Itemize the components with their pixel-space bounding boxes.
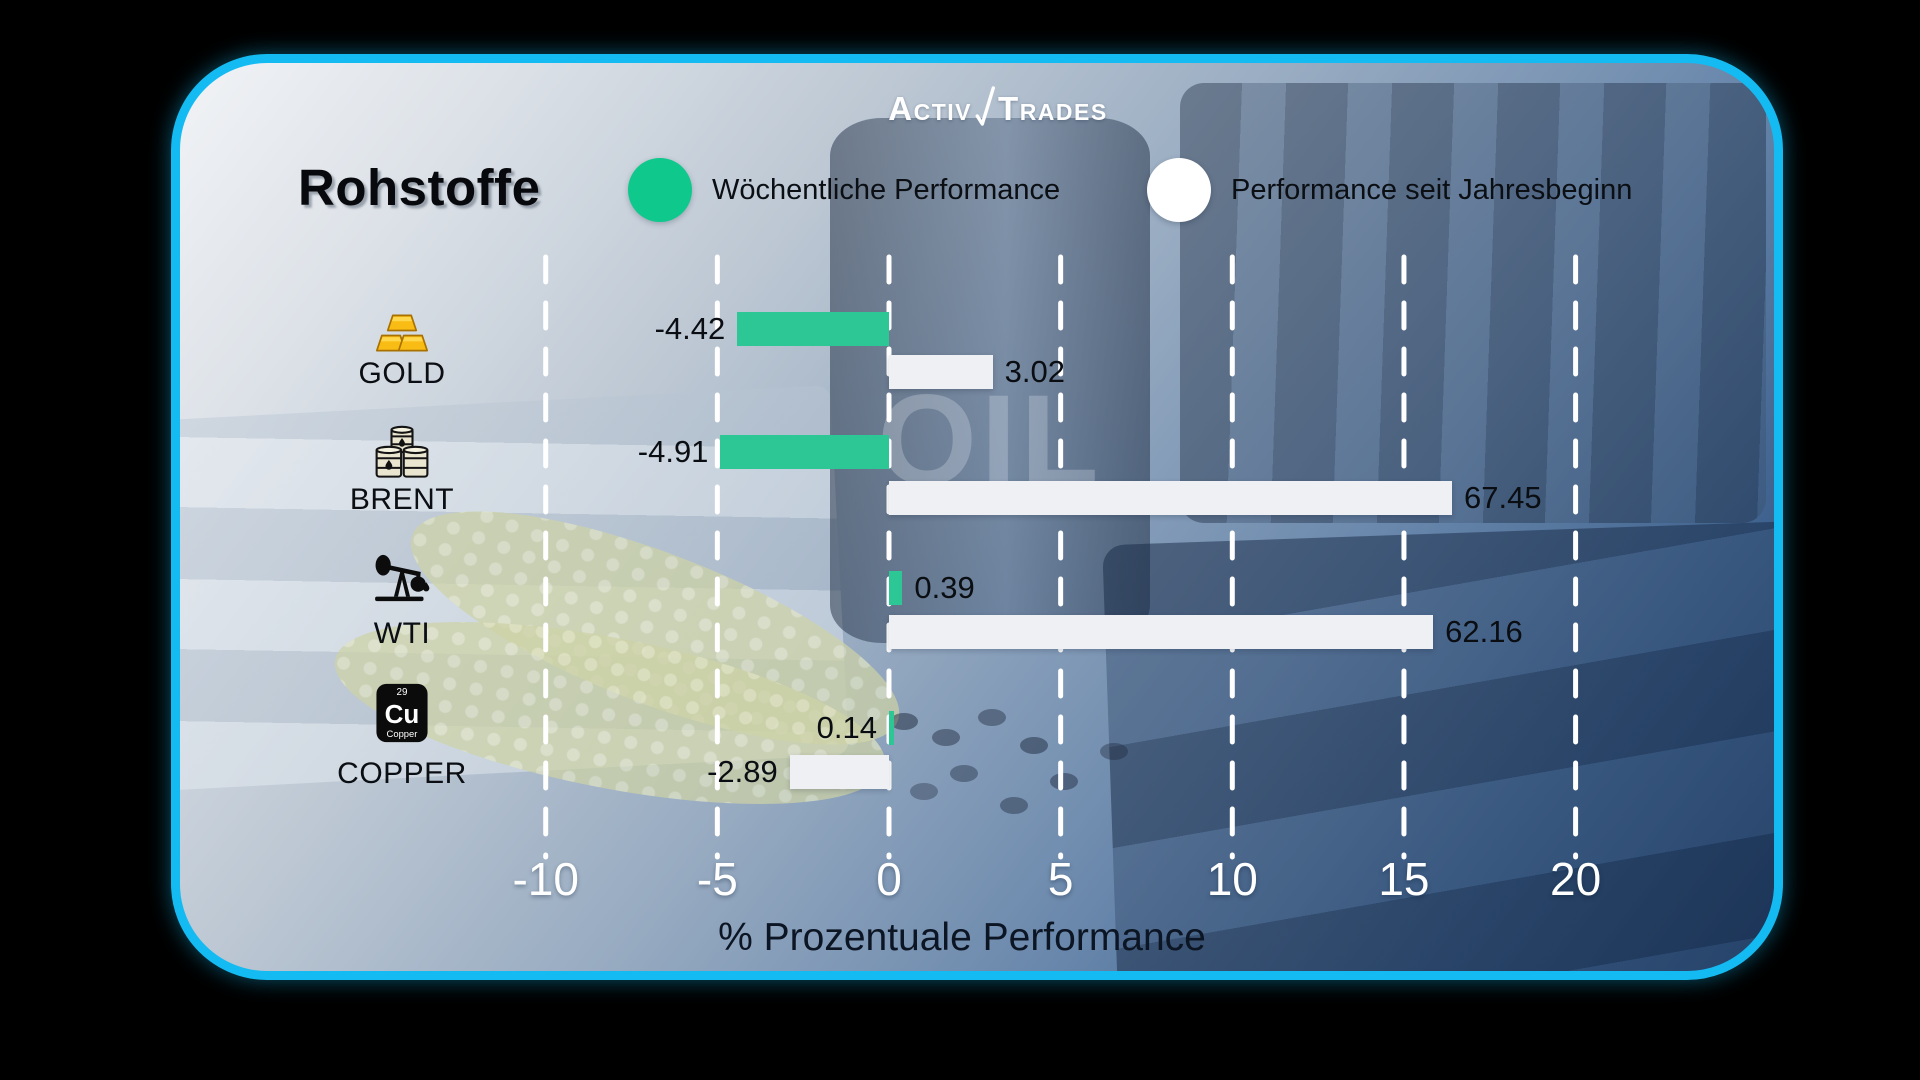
svg-text:Cu: Cu — [385, 699, 420, 729]
brent-weekly-bar — [720, 435, 889, 469]
copper-ytd-bar — [789, 755, 889, 789]
x-tick-label-15: 15 — [1378, 853, 1430, 905]
wti-row-label: WTI — [373, 617, 431, 650]
page-title: Rohstoffe — [298, 159, 541, 216]
oil-barrels-icon — [374, 424, 430, 482]
legend-item-ytd: Performance seit Jahresbeginn — [1147, 158, 1632, 222]
wti-weekly-value: 0.39 — [914, 570, 975, 605]
copper-weekly-value: 0.14 — [816, 710, 877, 745]
gold-weekly-value: -4.42 — [654, 311, 726, 346]
gold-ytd-bar — [889, 355, 993, 389]
copper-weekly-bar — [889, 711, 894, 745]
x-tick-label--5: -5 — [696, 853, 738, 905]
brent-ytd-bar — [889, 481, 1452, 515]
gold-bars-icon — [375, 312, 429, 354]
gold-row-label: GOLD — [358, 357, 446, 390]
x-tick-label-20: 20 — [1550, 853, 1602, 905]
weekly-legend-dot-icon — [628, 158, 692, 222]
brent-row-label: BRENT — [349, 483, 455, 516]
wti-weekly-bar — [889, 571, 903, 605]
x-tick-label--10: -10 — [512, 853, 579, 905]
brent-weekly-value: -4.91 — [637, 434, 709, 469]
gold-ytd-value: 3.02 — [1004, 354, 1066, 389]
oil-pump-icon — [373, 550, 431, 602]
ytd-legend-label: Performance seit Jahresbeginn — [1231, 173, 1633, 206]
copper-element-icon: 29 Cu Copper — [375, 683, 429, 744]
svg-text:29: 29 — [397, 687, 408, 698]
x-tick-label-10: 10 — [1206, 853, 1258, 905]
x-tick-label-0: 0 — [876, 853, 902, 905]
svg-text:Copper: Copper — [387, 728, 418, 739]
x-axis-title: % Prozentuale Performance — [718, 916, 1206, 959]
gold-weekly-bar — [737, 312, 889, 346]
copper-row-label: COPPER — [337, 757, 467, 790]
x-tick-label-5: 5 — [1047, 853, 1074, 905]
ytd-legend-dot-icon — [1147, 158, 1211, 222]
wti-ytd-value: 62.16 — [1445, 614, 1523, 649]
wti-ytd-bar — [889, 615, 1434, 649]
brent-ytd-value: 67.45 — [1464, 480, 1542, 515]
copper-ytd-value: -2.89 — [707, 754, 778, 789]
